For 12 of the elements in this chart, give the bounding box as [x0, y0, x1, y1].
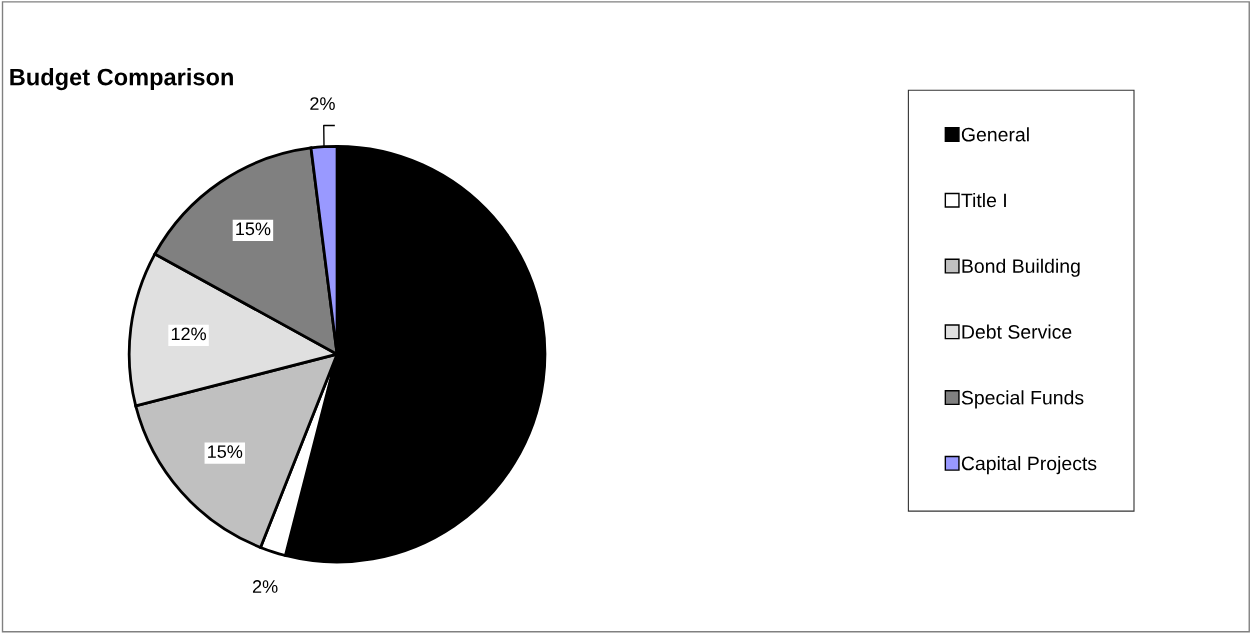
data-label: 15%	[208, 445, 243, 458]
data-label: 12%	[171, 327, 206, 341]
legend-label: General	[961, 127, 1029, 142]
chart-title: Budget Comparison	[10, 68, 233, 91]
data-label: 15%	[236, 222, 271, 236]
data-label: 2%	[310, 97, 335, 110]
legend-label: Debt Service	[962, 324, 1072, 339]
legend-label: Special Funds	[961, 390, 1084, 409]
data-label: 2%	[252, 580, 278, 593]
legend-label: Capital Projects	[961, 456, 1097, 475]
legend-label: Bond Building	[962, 258, 1080, 277]
legend-label: Title I	[961, 192, 1006, 208]
